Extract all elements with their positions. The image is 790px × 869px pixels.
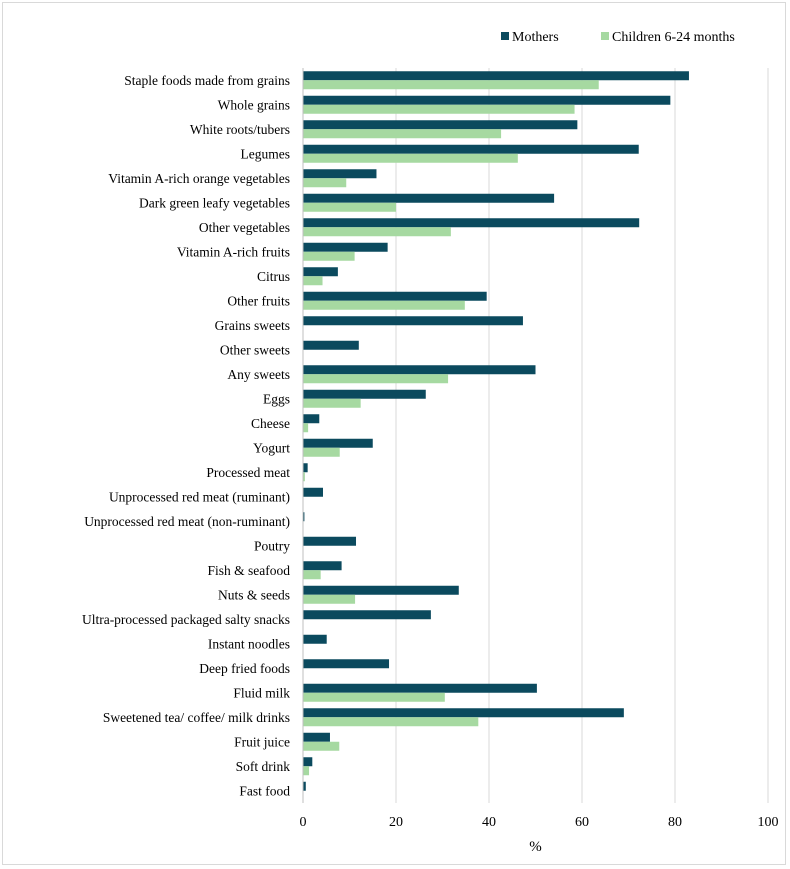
bar-mothers-vitamin-a-rich-fruits — [303, 242, 388, 252]
bar-mothers-grains-sweets — [303, 316, 523, 326]
category-label-nuts-seeds: Nuts & seeds — [218, 587, 290, 602]
bar-mothers-other-fruits — [303, 291, 487, 301]
category-label-white-roots-tubers: White roots/tubers — [190, 122, 290, 137]
category-label-poutry: Poutry — [254, 538, 290, 553]
bars — [303, 71, 689, 791]
category-label-fish-seafood: Fish & seafood — [208, 563, 291, 578]
bar-mothers-unprocessed-red-meat-non-ruminant — [303, 512, 305, 522]
bar-mothers-eggs — [303, 389, 426, 399]
category-labels: Staple foods made from grains Whole grain… — [82, 73, 290, 799]
bar-mothers-white-roots-tubers — [303, 120, 578, 130]
bar-children-6-24-months-whole-grains — [303, 104, 575, 114]
legend-label-children: Children 6-24 months — [612, 30, 735, 45]
bar-mothers-yogurt — [303, 438, 373, 448]
category-label-sweetened-tea-coffee-milk-drinks: Sweetened tea/ coffee/ milk drinks — [103, 710, 290, 725]
bar-mothers-legumes — [303, 144, 639, 154]
bar-mothers-poutry — [303, 536, 357, 546]
x-tick-100: 100 — [758, 815, 779, 830]
x-tick-0: 0 — [300, 815, 307, 830]
bar-mothers-nuts-seeds — [303, 585, 459, 595]
bar-mothers-cheese — [303, 414, 320, 424]
category-label-other-vegetables: Other vegetables — [199, 220, 290, 235]
bar-mothers-fruit-juice — [303, 732, 330, 742]
category-label-dark-green-leafy-vegetables: Dark green leafy vegetables — [139, 195, 290, 210]
category-label-fast-food: Fast food — [239, 783, 290, 798]
bar-children-6-24-months-citrus — [303, 276, 323, 286]
bar-children-6-24-months-other-vegetables — [303, 227, 451, 237]
bar-mothers-sweetened-tea-coffee-milk-drinks — [303, 708, 624, 718]
gridlines — [395, 68, 769, 803]
bar-mothers-vitamin-a-rich-orange-vegetables — [303, 169, 377, 179]
bar-children-6-24-months-dark-green-leafy-vegetables — [303, 202, 396, 212]
bar-children-6-24-months-vitamin-a-rich-fruits — [303, 251, 355, 261]
x-tick-20: 20 — [389, 815, 403, 830]
category-label-unprocessed-red-meat-ruminant: Unprocessed red meat (ruminant) — [109, 489, 290, 504]
bar-mothers-soft-drink — [303, 757, 313, 767]
bar-children-6-24-months-white-roots-tubers — [303, 129, 502, 139]
legend-swatch-children — [601, 32, 609, 40]
bar-children-6-24-months-fluid-milk — [303, 692, 445, 702]
category-label-instant-noodles: Instant noodles — [208, 636, 290, 651]
category-label-whole-grains: Whole grains — [218, 97, 290, 112]
category-label-eggs: Eggs — [263, 391, 290, 406]
bar-mothers-ultra-processed-packaged-salty-snacks — [303, 610, 431, 620]
category-label-soft-drink: Soft drink — [236, 759, 291, 774]
x-tick-60: 60 — [575, 815, 589, 830]
bar-mothers-citrus — [303, 267, 338, 277]
bar-children-6-24-months-processed-meat — [303, 472, 305, 482]
bar-children-6-24-months-cheese — [303, 423, 309, 433]
x-axis-title: % — [529, 839, 542, 855]
bar-mothers-other-sweets — [303, 340, 359, 350]
bar-children-6-24-months-other-fruits — [303, 300, 465, 310]
bar-children-6-24-months-fruit-juice — [303, 741, 340, 751]
category-label-staple-foods-made-from-grains: Staple foods made from grains — [124, 73, 290, 88]
category-label-any-sweets: Any sweets — [227, 367, 290, 382]
bar-mothers-fish-seafood — [303, 561, 342, 571]
bar-children-6-24-months-any-sweets — [303, 374, 449, 384]
bar-children-6-24-months-eggs — [303, 398, 361, 408]
bar-children-6-24-months-legumes — [303, 153, 518, 163]
bar-children-6-24-months-vitamin-a-rich-orange-vegetables — [303, 178, 347, 188]
bar-children-6-24-months-yogurt — [303, 447, 340, 457]
bar-mothers-other-vegetables — [303, 218, 640, 228]
bar-children-6-24-months-sweetened-tea-coffee-milk-drinks — [303, 717, 479, 727]
bar-children-6-24-months-staple-foods-made-from-grains — [303, 80, 599, 90]
category-label-grains-sweets: Grains sweets — [215, 318, 290, 333]
category-label-yogurt: Yogurt — [253, 440, 290, 455]
category-label-deep-fried-foods: Deep fried foods — [199, 661, 290, 676]
bar-mothers-processed-meat — [303, 463, 308, 473]
x-tick-labels: 0 20 40 60 80 100 — [300, 815, 779, 830]
x-tick-40: 40 — [482, 815, 496, 830]
bar-mothers-unprocessed-red-meat-ruminant — [303, 487, 323, 497]
bar-mothers-fast-food — [303, 781, 306, 791]
category-label-fluid-milk: Fluid milk — [233, 685, 290, 700]
category-label-legumes: Legumes — [241, 146, 291, 161]
bar-children-6-24-months-fish-seafood — [303, 570, 321, 580]
category-label-other-fruits: Other fruits — [227, 293, 290, 308]
bar-mothers-staple-foods-made-from-grains — [303, 71, 689, 81]
category-label-unprocessed-red-meat-non-ruminant: Unprocessed red meat (non-ruminant) — [84, 514, 290, 529]
bar-mothers-whole-grains — [303, 95, 671, 105]
bar-mothers-instant-noodles — [303, 634, 327, 644]
category-label-cheese: Cheese — [251, 416, 290, 431]
category-label-vitamin-a-rich-orange-vegetables: Vitamin A-rich orange vegetables — [108, 171, 290, 186]
category-label-vitamin-a-rich-fruits: Vitamin A-rich fruits — [177, 244, 290, 259]
bar-mothers-deep-fried-foods — [303, 659, 390, 669]
legend: Mothers Children 6-24 months — [501, 30, 735, 45]
bar-children-6-24-months-soft-drink — [303, 766, 310, 776]
legend-swatch-mothers — [501, 32, 509, 40]
bar-mothers-dark-green-leafy-vegetables — [303, 193, 555, 203]
category-label-ultra-processed-packaged-salty-snacks: Ultra-processed packaged salty snacks — [82, 612, 290, 627]
x-tick-80: 80 — [668, 815, 682, 830]
category-label-processed-meat: Processed meat — [206, 465, 290, 480]
bar-mothers-fluid-milk — [303, 683, 537, 693]
bar-mothers-any-sweets — [303, 365, 536, 375]
category-label-fruit-juice: Fruit juice — [234, 734, 290, 749]
bar-chart: Staple foods made from grains Whole grain… — [82, 30, 779, 855]
bar-children-6-24-months-nuts-seeds — [303, 594, 356, 604]
category-label-citrus: Citrus — [257, 269, 290, 284]
category-label-other-sweets: Other sweets — [220, 342, 290, 357]
legend-label-mothers: Mothers — [512, 30, 559, 45]
